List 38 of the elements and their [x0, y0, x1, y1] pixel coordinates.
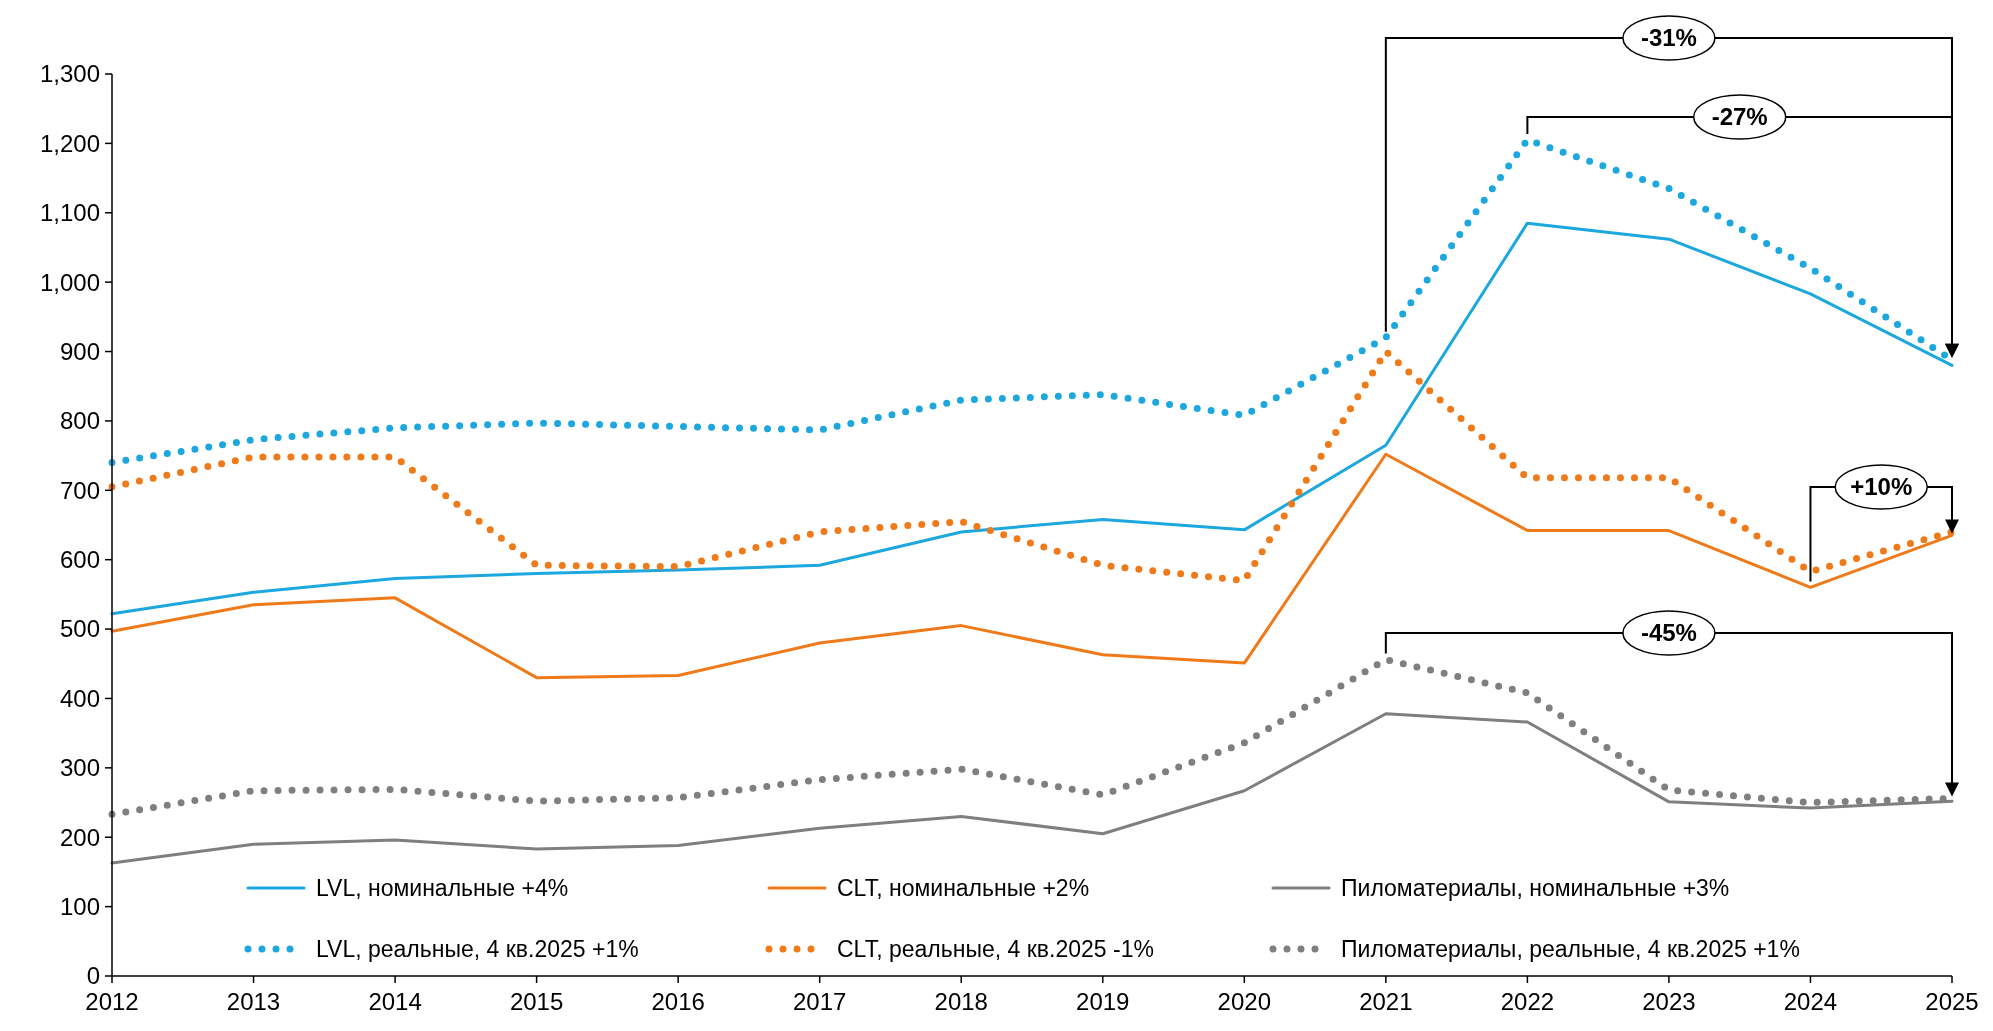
y-tick-label: 800	[59, 407, 100, 435]
y-tick-label: 1,300	[39, 60, 100, 88]
y-tick-label: 900	[59, 337, 100, 365]
legend-label: LVL, номинальные +4%	[316, 875, 569, 902]
x-tick-label: 2025	[1925, 988, 1979, 1015]
y-tick-label: 700	[59, 476, 100, 504]
legend-label: LVL, реальные, 4 кв.2025 +1%	[316, 936, 639, 963]
annotation: -27%	[1711, 103, 1768, 131]
text: -31%	[1640, 24, 1697, 52]
legend-label: CLT, номинальные +2%	[837, 875, 1090, 902]
y-tick-label: 100	[59, 893, 100, 921]
x-tick-label: 2014	[368, 988, 422, 1015]
legend-label: CLT, реальные, 4 кв.2025 -1%	[837, 936, 1154, 963]
y-tick-label: 300	[59, 754, 100, 782]
x-tick-label: 2022	[1500, 988, 1555, 1015]
y-tick-label: 1,100	[39, 199, 100, 227]
legend-label: Пиломатериалы, реальные, 4 кв.2025 +1%	[1341, 936, 1800, 963]
x-tick-label: 2018	[934, 988, 988, 1015]
y-tick-label: 0	[86, 962, 100, 990]
legend-label: Пиломатериалы, номинальные +3%	[1341, 875, 1730, 902]
y-tick-label: 500	[59, 615, 100, 643]
x-tick-label: 2012	[85, 988, 139, 1015]
x-tick-label: 2019	[1076, 988, 1130, 1015]
annotation: +10%	[1850, 473, 1913, 501]
x-tick-label: 2020	[1217, 988, 1271, 1015]
y-tick-label: 1,200	[39, 129, 100, 157]
y-tick-label: 400	[59, 684, 100, 712]
x-tick-label: 2023	[1642, 988, 1696, 1015]
x-tick-label: 2024	[1783, 988, 1838, 1015]
annotation: -45%	[1640, 619, 1697, 647]
x-tick-label: 2021	[1359, 988, 1413, 1015]
x-tick-label: 2013	[226, 988, 281, 1015]
x-tick-label: 2016	[651, 988, 705, 1015]
y-tick-label: 1,000	[39, 268, 100, 296]
y-tick-label: 600	[59, 546, 100, 574]
x-tick-label: 2015	[509, 988, 564, 1015]
x-tick-label: 2017	[793, 988, 847, 1015]
y-tick-label: 200	[59, 823, 100, 851]
